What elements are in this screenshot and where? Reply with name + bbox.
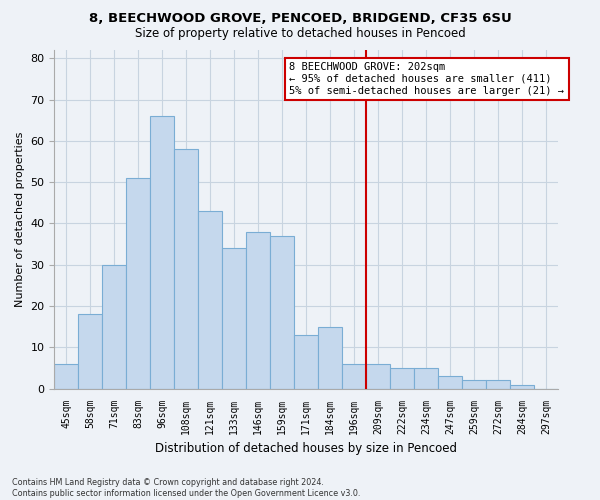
Bar (151, 116, 175, 388)
Bar (318, 326, 342, 388)
Bar (246, 232, 270, 388)
Bar (103, 265, 127, 388)
Bar (55, 364, 79, 388)
Y-axis label: Number of detached properties: Number of detached properties (15, 132, 25, 307)
Text: 8, BEECHWOOD GROVE, PENCOED, BRIDGEND, CF35 6SU: 8, BEECHWOOD GROVE, PENCOED, BRIDGEND, C… (89, 12, 511, 26)
Bar (198, 211, 222, 388)
Bar (127, 178, 151, 388)
Bar (222, 248, 246, 388)
Bar (390, 368, 414, 388)
Bar (270, 236, 294, 388)
Text: Size of property relative to detached houses in Pencoed: Size of property relative to detached ho… (134, 28, 466, 40)
Text: Contains HM Land Registry data © Crown copyright and database right 2024.
Contai: Contains HM Land Registry data © Crown c… (12, 478, 361, 498)
Bar (294, 335, 318, 388)
Bar (486, 380, 510, 388)
Bar (414, 368, 438, 388)
Text: 8 BEECHWOOD GROVE: 202sqm
← 95% of detached houses are smaller (411)
5% of semi-: 8 BEECHWOOD GROVE: 202sqm ← 95% of detac… (289, 62, 565, 96)
X-axis label: Distribution of detached houses by size in Pencoed: Distribution of detached houses by size … (155, 442, 457, 455)
Bar (366, 364, 390, 388)
Bar (510, 384, 534, 388)
Bar (342, 364, 366, 388)
Bar (462, 380, 486, 388)
Bar (175, 149, 198, 388)
Bar (79, 314, 103, 388)
Bar (438, 376, 462, 388)
